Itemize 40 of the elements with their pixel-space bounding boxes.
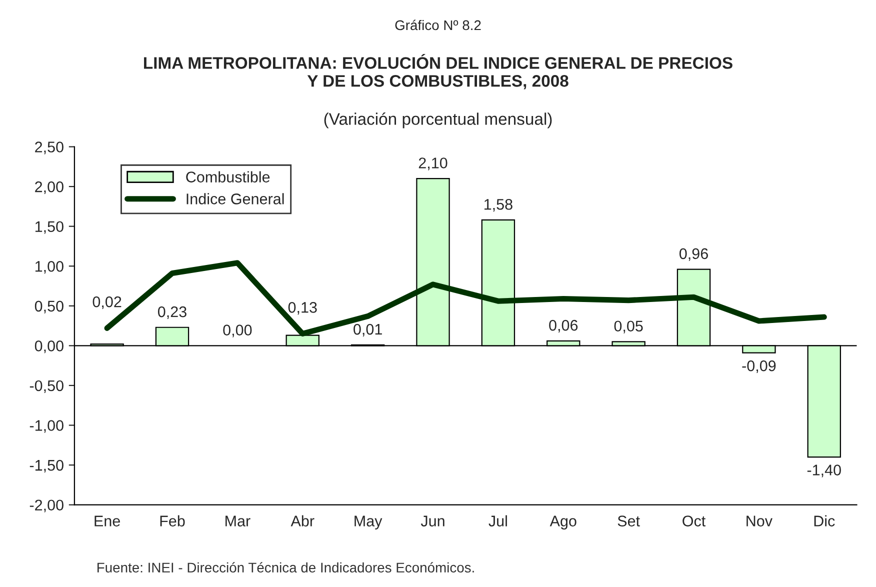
- y-tick-label: 2,00: [35, 181, 64, 194]
- data-label: -0,09: [742, 360, 776, 374]
- y-tick-label: 1,50: [35, 221, 64, 234]
- x-tick-label: Set: [618, 516, 640, 526]
- legend-label: Indice General: [186, 193, 284, 204]
- x-tick-label: May: [354, 516, 382, 530]
- x-tick-label: Nov: [746, 516, 772, 526]
- y-tick-label: 0,00: [34, 340, 64, 354]
- x-tick-label: Ene: [94, 516, 120, 526]
- chart-subtitle: (Variación porcentual mensual): [324, 112, 552, 128]
- y-tick-label: -1,50: [30, 460, 64, 473]
- data-label: 0,96: [679, 248, 708, 261]
- data-label: 0,02: [92, 296, 122, 310]
- data-label: 0,23: [158, 306, 186, 319]
- x-tick-label: Dic: [814, 515, 835, 526]
- legend-label: Combustible: [186, 171, 270, 182]
- x-tick-label: Oct: [682, 516, 706, 526]
- text: Gráfico Nº 8.2: [395, 20, 481, 30]
- y-tick-label: -1,00: [30, 420, 64, 433]
- data-label: 0,00: [223, 324, 252, 338]
- data-label: -1,40: [807, 464, 841, 478]
- y-tick-label: 1,00: [35, 260, 64, 274]
- y-tick-label: 2,50: [35, 142, 64, 154]
- x-tick-label: Jul: [488, 515, 507, 526]
- y-tick-label: -0,50: [30, 380, 64, 393]
- data-label: 0,01: [354, 324, 382, 337]
- chart-title: LIMA METROPOLITANA: EVOLUCIÓN DEL INDICE GENERAL DE PRECIOS Y DE LOS COMBUSTIBLES, 2008: [144, 54, 732, 90]
- x-tick-label: Abr: [290, 515, 314, 526]
- x-tick-label: Ago: [550, 516, 576, 530]
- y-tick-label: 0,50: [34, 300, 64, 314]
- y-tick-label: -2,00: [30, 500, 64, 512]
- data-label: 0,13: [288, 302, 317, 315]
- data-label: 0,05: [614, 320, 643, 334]
- x-tick-label: Feb: [160, 515, 185, 526]
- data-label: 1,58: [484, 198, 512, 212]
- data-label: 0,06: [549, 320, 578, 333]
- x-tick-label: Mar: [226, 516, 250, 526]
- data-label: 2,10: [418, 158, 448, 170]
- x-tick-label: Jun: [420, 516, 444, 526]
- source-note: Fuente: INEI - Dirección Técnica de Indicadores Económicos.: [98, 562, 474, 573]
